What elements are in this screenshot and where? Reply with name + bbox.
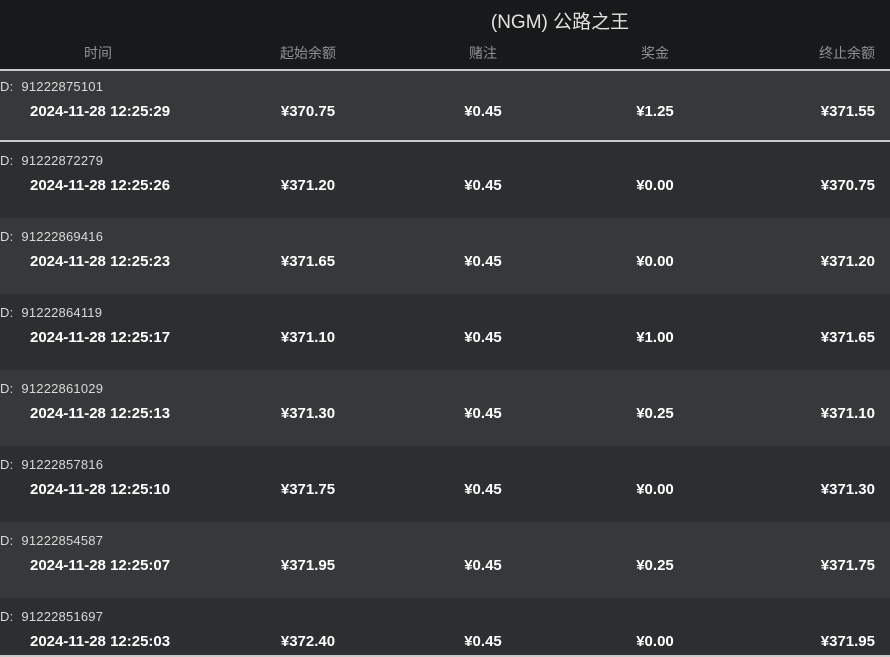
- cell-start-balance: ¥371.75: [280, 481, 336, 498]
- cell-end-balance: ¥371.10: [820, 405, 875, 422]
- row-id-value: 91222854587: [21, 533, 104, 548]
- row-id-value: 91222851697: [21, 609, 104, 624]
- row-id-line: D: 91222869416: [0, 218, 890, 244]
- row-id-line: D: 91222857816: [0, 446, 890, 472]
- cell-bet: ¥0.45: [464, 405, 502, 422]
- page-header: (NGM) 公路之王 时间 起始余额 赌注 奖金 终止余额: [0, 0, 890, 71]
- column-header-prize: 奖金: [641, 45, 669, 61]
- cell-start-balance: ¥371.20: [280, 177, 336, 194]
- column-header-time: 时间: [84, 45, 112, 61]
- row-id-value: 91222875101: [21, 79, 104, 94]
- cell-end-balance: ¥371.20: [820, 253, 875, 270]
- column-header-bet: 赌注: [469, 45, 497, 61]
- row-id-label: D:: [0, 79, 14, 94]
- row-id-label: D:: [0, 381, 14, 396]
- cell-prize: ¥0.00: [636, 481, 674, 498]
- row-id-line: D: 91222851697: [0, 598, 890, 624]
- cell-start-balance: ¥371.10: [280, 329, 336, 346]
- row-id-line: D: 91222875101: [0, 71, 890, 94]
- table-row: D: 91222875101 2024-11-28 12:25:29 ¥370.7…: [0, 71, 890, 142]
- bottom-edge-line: [0, 655, 890, 657]
- table-row: D: 91222872279 2024-11-28 12:25:26 ¥371.2…: [0, 142, 890, 218]
- row-id-label: D:: [0, 457, 14, 472]
- cell-prize: ¥1.25: [636, 103, 674, 120]
- table-row: D: 91222857816 2024-11-28 12:25:10 ¥371.7…: [0, 446, 890, 522]
- cell-end-balance: ¥371.75: [820, 557, 875, 574]
- table-row: D: 91222851697 2024-11-28 12:25:03 ¥372.4…: [0, 598, 890, 657]
- cell-bet: ¥0.45: [464, 253, 502, 270]
- table-row: D: 91222854587 2024-11-28 12:25:07 ¥371.9…: [0, 522, 890, 598]
- cell-end-balance: ¥371.30: [820, 481, 875, 498]
- cell-timestamp: 2024-11-28 12:25:03: [30, 633, 171, 650]
- cell-bet: ¥0.45: [464, 557, 502, 574]
- row-id-value: 91222857816: [21, 457, 104, 472]
- cell-timestamp: 2024-11-28 12:25:10: [30, 481, 171, 498]
- row-values: 2024-11-28 12:25:29 ¥370.75 ¥0.45 ¥1.25 …: [0, 103, 890, 120]
- row-id-line: D: 91222864119: [0, 294, 890, 320]
- column-header-start-balance: 起始余额: [280, 45, 336, 61]
- row-id-value: 91222869416: [21, 229, 104, 244]
- cell-start-balance: ¥370.75: [280, 103, 336, 120]
- cell-timestamp: 2024-11-28 12:25:26: [30, 177, 171, 194]
- row-id-label: D:: [0, 305, 14, 320]
- row-id-label: D:: [0, 229, 14, 244]
- column-header-end-balance: 终止余额: [819, 45, 875, 61]
- cell-prize: ¥1.00: [636, 329, 674, 346]
- cell-bet: ¥0.45: [464, 633, 502, 650]
- table-row: D: 91222864119 2024-11-28 12:25:17 ¥371.1…: [0, 294, 890, 370]
- cell-timestamp: 2024-11-28 12:25:23: [30, 253, 171, 270]
- cell-bet: ¥0.45: [464, 481, 502, 498]
- row-id-label: D:: [0, 609, 14, 624]
- cell-timestamp: 2024-11-28 12:25:13: [30, 405, 171, 422]
- cell-bet: ¥0.45: [464, 103, 502, 120]
- row-values: 2024-11-28 12:25:17 ¥371.10 ¥0.45 ¥1.00 …: [0, 329, 890, 346]
- history-table: D: 91222875101 2024-11-28 12:25:29 ¥370.7…: [0, 71, 890, 657]
- table-row: D: 91222861029 2024-11-28 12:25:13 ¥371.3…: [0, 370, 890, 446]
- cell-end-balance: ¥371.65: [820, 329, 875, 346]
- row-values: 2024-11-28 12:25:13 ¥371.30 ¥0.45 ¥0.25 …: [0, 405, 890, 422]
- cell-end-balance: ¥371.55: [820, 103, 875, 120]
- cell-start-balance: ¥371.95: [280, 557, 336, 574]
- table-row: D: 91222869416 2024-11-28 12:25:23 ¥371.6…: [0, 218, 890, 294]
- row-id-value: 91222872279: [21, 153, 104, 168]
- cell-start-balance: ¥371.65: [280, 253, 336, 270]
- cell-bet: ¥0.45: [464, 329, 502, 346]
- row-id-label: D:: [0, 153, 14, 168]
- row-values: 2024-11-28 12:25:23 ¥371.65 ¥0.45 ¥0.00 …: [0, 253, 890, 270]
- row-id-line: D: 91222872279: [0, 142, 890, 168]
- cell-end-balance: ¥370.75: [820, 177, 875, 194]
- cell-prize: ¥0.00: [636, 633, 674, 650]
- row-id-line: D: 91222854587: [0, 522, 890, 548]
- cell-end-balance: ¥371.95: [820, 633, 875, 650]
- cell-prize: ¥0.00: [636, 177, 674, 194]
- row-values: 2024-11-28 12:25:26 ¥371.20 ¥0.45 ¥0.00 …: [0, 177, 890, 194]
- row-id-line: D: 91222861029: [0, 370, 890, 396]
- cell-prize: ¥0.25: [636, 405, 674, 422]
- cell-prize: ¥0.00: [636, 253, 674, 270]
- row-values: 2024-11-28 12:25:03 ¥372.40 ¥0.45 ¥0.00 …: [0, 633, 890, 650]
- row-id-value: 91222861029: [21, 381, 104, 396]
- row-values: 2024-11-28 12:25:10 ¥371.75 ¥0.45 ¥0.00 …: [0, 481, 890, 498]
- page-title: (NGM) 公路之王: [490, 12, 630, 33]
- row-values: 2024-11-28 12:25:07 ¥371.95 ¥0.45 ¥0.25 …: [0, 557, 890, 574]
- row-id-value: 91222864119: [21, 305, 103, 320]
- cell-timestamp: 2024-11-28 12:25:07: [30, 557, 171, 574]
- cell-bet: ¥0.45: [464, 177, 502, 194]
- cell-timestamp: 2024-11-28 12:25:29: [30, 103, 171, 120]
- row-id-label: D:: [0, 533, 14, 548]
- cell-start-balance: ¥372.40: [280, 633, 336, 650]
- cell-start-balance: ¥371.30: [280, 405, 336, 422]
- cell-prize: ¥0.25: [636, 557, 674, 574]
- cell-timestamp: 2024-11-28 12:25:17: [30, 329, 171, 346]
